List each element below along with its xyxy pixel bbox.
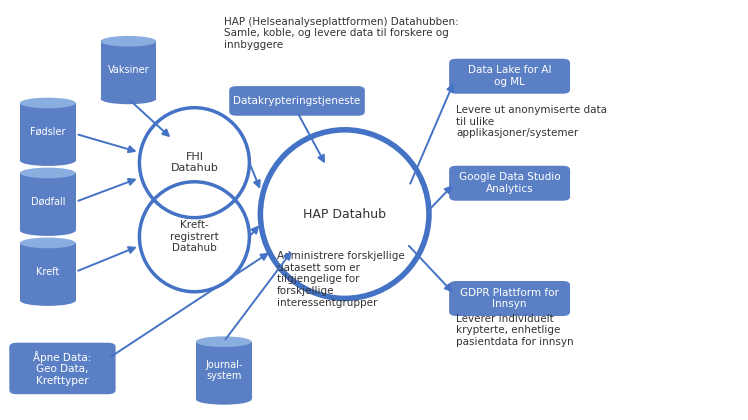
Ellipse shape (20, 225, 76, 236)
Ellipse shape (196, 336, 251, 347)
Ellipse shape (20, 97, 76, 108)
Text: Leverer individuelt
krypterte, enhetlige
pasientdata for innsyn: Leverer individuelt krypterte, enhetlige… (456, 314, 574, 347)
Text: Datakrypteringstjeneste: Datakrypteringstjeneste (233, 96, 361, 106)
Text: Kreft-
registrert
Datahub: Kreft- registrert Datahub (170, 220, 218, 253)
Text: GDPR Plattform for
Innsyn: GDPR Plattform for Innsyn (460, 288, 559, 309)
Text: Fødsler: Fødsler (30, 127, 66, 137)
Polygon shape (196, 342, 251, 399)
Polygon shape (20, 243, 76, 301)
Text: Dødfall: Dødfall (31, 197, 65, 207)
Text: Levere ut anonymiserte data
til ulike
applikasjoner/systemer: Levere ut anonymiserte data til ulike ap… (456, 105, 607, 138)
Ellipse shape (100, 94, 156, 104)
FancyBboxPatch shape (449, 281, 570, 316)
Ellipse shape (20, 168, 76, 178)
Polygon shape (20, 173, 76, 231)
Text: FHI
Datahub: FHI Datahub (171, 152, 218, 173)
Text: Data Lake for AI
og ML: Data Lake for AI og ML (468, 66, 551, 87)
Polygon shape (20, 103, 76, 160)
Text: Journal-
system: Journal- system (205, 360, 242, 381)
Text: HAP Datahub: HAP Datahub (303, 207, 386, 220)
Text: Kreft: Kreft (36, 267, 59, 277)
Text: Administrere forskjellige
datasett som er
tilgjengelige for
forskjellige
interes: Administrere forskjellige datasett som e… (278, 251, 405, 307)
Ellipse shape (20, 155, 76, 166)
Text: HAP (Helseanalyseplattformen) Datahubben:
Samle, koble, og levere data til forsk: HAP (Helseanalyseplattformen) Datahubben… (224, 16, 459, 50)
Text: Google Data Studio
Analytics: Google Data Studio Analytics (459, 173, 560, 194)
Text: Vaksiner: Vaksiner (108, 65, 150, 75)
Polygon shape (100, 41, 156, 99)
Ellipse shape (20, 238, 76, 248)
FancyBboxPatch shape (449, 59, 570, 94)
Text: Åpne Data:
Geo Data,
Krefttyper: Åpne Data: Geo Data, Krefttyper (33, 351, 92, 386)
Ellipse shape (20, 295, 76, 306)
Ellipse shape (196, 394, 251, 405)
Ellipse shape (100, 36, 156, 47)
FancyBboxPatch shape (229, 86, 365, 116)
FancyBboxPatch shape (9, 343, 116, 394)
FancyBboxPatch shape (449, 166, 570, 201)
